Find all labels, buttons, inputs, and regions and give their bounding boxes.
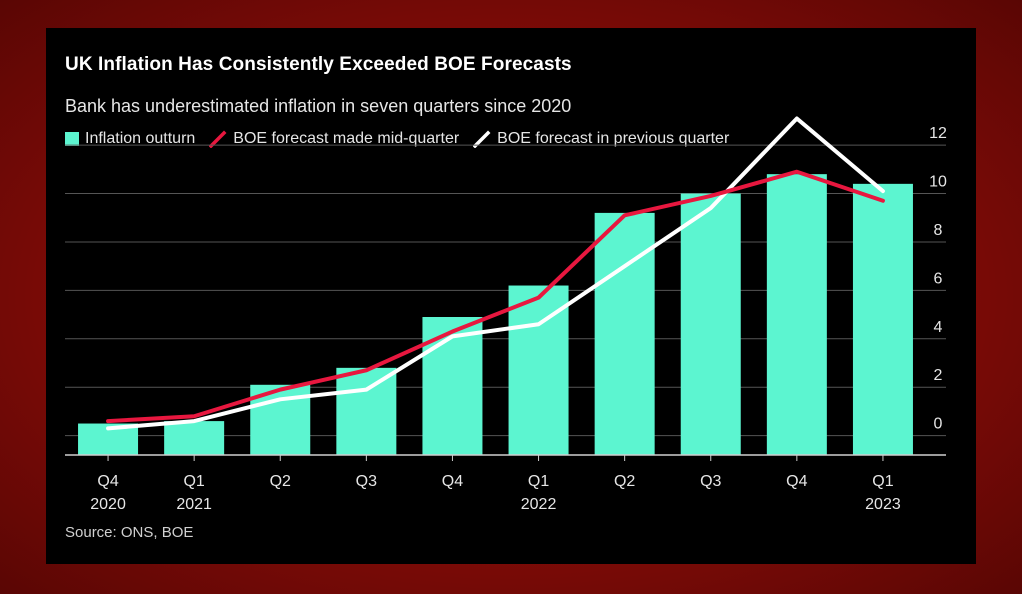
legend-label-previous-quarter: BOE forecast in previous quarter bbox=[497, 130, 730, 147]
series-line-previous-quarter bbox=[106, 116, 885, 431]
x-tick-label-quarter: Q3 bbox=[700, 473, 721, 490]
legend-item-outturn: Inflation outturn bbox=[65, 130, 195, 148]
bar-inflation-outturn bbox=[766, 174, 827, 455]
series-line-mid-quarter bbox=[106, 169, 885, 424]
x-tick-label-quarter: Q2 bbox=[270, 473, 291, 490]
legend-swatch-outturn bbox=[65, 132, 79, 146]
chart-subtitle: Bank has underestimated inflation in sev… bbox=[65, 96, 572, 116]
chart-legend: Inflation outturn BOE forecast made mid-… bbox=[65, 129, 743, 149]
x-tick-label-year: 2022 bbox=[521, 496, 557, 513]
legend-swatch-previous-quarter bbox=[473, 130, 491, 148]
chart-plot: 0 2 4 6 8 10 12 Q4 2020 Q1 2021 Q2 Q3 Q4 Q1 2022 Q2 Q3 Q4 Q… bbox=[65, 116, 947, 513]
legend-label-outturn: Inflation outturn bbox=[85, 130, 196, 147]
y-tick-label: 2 bbox=[934, 367, 943, 384]
y-tick-label: 10 bbox=[929, 174, 947, 191]
y-tick-label: 0 bbox=[934, 416, 943, 433]
bar-inflation-outturn bbox=[680, 193, 741, 456]
x-tick-label-quarter: Q1 bbox=[872, 473, 893, 490]
bar-inflation-outturn bbox=[508, 285, 569, 455]
legend-swatch-mid-quarter bbox=[209, 130, 227, 148]
x-tick-label-quarter: Q4 bbox=[786, 473, 807, 490]
x-tick-label-quarter: Q2 bbox=[614, 473, 635, 490]
bar-inflation-outturn bbox=[852, 183, 913, 455]
x-tick-label-year: 2020 bbox=[90, 496, 126, 513]
y-tick-label: 6 bbox=[934, 270, 943, 287]
x-tick-label-year: 2021 bbox=[176, 496, 212, 513]
x-tick-label-year: 2023 bbox=[865, 496, 901, 513]
y-tick-label: 4 bbox=[934, 319, 943, 336]
chart-source: Source: ONS, BOE bbox=[65, 524, 194, 541]
x-tick-label-quarter: Q1 bbox=[183, 473, 204, 490]
y-tick-label: 12 bbox=[929, 125, 947, 142]
chart-card: UK Inflation Has Consistently Exceeded B… bbox=[46, 28, 976, 564]
bar-inflation-outturn bbox=[164, 421, 225, 455]
legend-item-mid-quarter: BOE forecast made mid-quarter bbox=[209, 130, 459, 148]
x-tick-label-quarter: Q1 bbox=[528, 473, 549, 490]
legend-label-mid-quarter: BOE forecast made mid-quarter bbox=[233, 130, 460, 147]
legend-item-previous-quarter: BOE forecast in previous quarter bbox=[473, 130, 729, 148]
x-tick-label-quarter: Q3 bbox=[356, 473, 377, 490]
x-tick-label-quarter: Q4 bbox=[97, 473, 118, 490]
chart-title: UK Inflation Has Consistently Exceeded B… bbox=[65, 54, 572, 75]
bar-inflation-outturn bbox=[336, 367, 397, 455]
y-tick-label: 8 bbox=[934, 222, 943, 239]
x-tick-label-quarter: Q4 bbox=[442, 473, 463, 490]
bar-inflation-outturn bbox=[594, 212, 655, 455]
